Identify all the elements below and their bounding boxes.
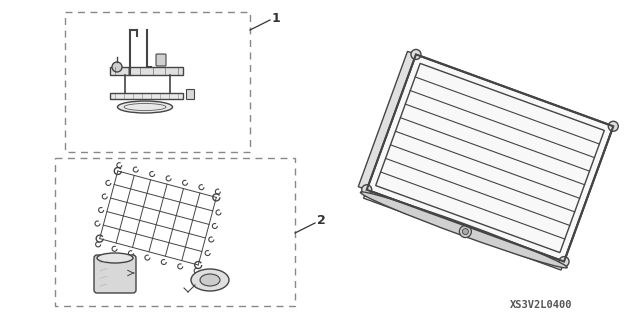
- Ellipse shape: [97, 253, 133, 263]
- Circle shape: [411, 49, 421, 59]
- Polygon shape: [367, 55, 613, 262]
- FancyBboxPatch shape: [156, 54, 166, 66]
- Circle shape: [608, 121, 618, 131]
- Ellipse shape: [118, 101, 173, 113]
- Polygon shape: [364, 190, 564, 270]
- Text: 2: 2: [317, 214, 326, 227]
- Ellipse shape: [200, 274, 220, 286]
- Circle shape: [559, 256, 569, 267]
- Polygon shape: [358, 51, 416, 190]
- FancyBboxPatch shape: [94, 255, 136, 293]
- Circle shape: [112, 62, 122, 72]
- Text: XS3V2L0400: XS3V2L0400: [510, 300, 573, 310]
- Polygon shape: [110, 67, 183, 75]
- FancyBboxPatch shape: [186, 90, 195, 100]
- Bar: [55, 158, 295, 306]
- Ellipse shape: [191, 269, 229, 291]
- Circle shape: [462, 229, 468, 234]
- Bar: [65, 12, 250, 152]
- Circle shape: [362, 185, 372, 195]
- Circle shape: [460, 226, 472, 238]
- Polygon shape: [110, 93, 183, 99]
- Text: 1: 1: [272, 12, 281, 26]
- Ellipse shape: [360, 192, 567, 268]
